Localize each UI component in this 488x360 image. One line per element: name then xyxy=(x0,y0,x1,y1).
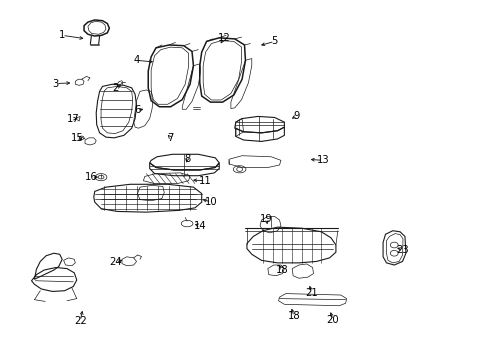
Text: 24: 24 xyxy=(109,257,122,267)
Text: 11: 11 xyxy=(199,176,211,186)
Text: 2: 2 xyxy=(112,83,119,93)
Text: 19: 19 xyxy=(260,213,272,224)
Text: 16: 16 xyxy=(85,172,98,182)
Text: 20: 20 xyxy=(326,315,339,325)
Text: 1: 1 xyxy=(59,30,65,40)
Text: 10: 10 xyxy=(204,197,217,207)
Text: 14: 14 xyxy=(193,221,205,231)
Text: 18: 18 xyxy=(287,311,300,321)
Text: 3: 3 xyxy=(53,78,59,89)
Text: 12: 12 xyxy=(217,33,230,43)
Text: 18: 18 xyxy=(276,265,288,275)
Text: 21: 21 xyxy=(305,288,317,297)
Text: 22: 22 xyxy=(74,316,86,326)
Text: 6: 6 xyxy=(134,105,141,115)
Text: 7: 7 xyxy=(167,133,173,143)
Text: 15: 15 xyxy=(70,133,83,143)
Text: 4: 4 xyxy=(133,55,140,65)
Text: 8: 8 xyxy=(183,154,190,164)
Text: 23: 23 xyxy=(395,245,408,255)
Text: 13: 13 xyxy=(316,156,329,165)
Text: 17: 17 xyxy=(67,113,80,123)
Text: 5: 5 xyxy=(271,36,277,46)
Text: 9: 9 xyxy=(293,111,300,121)
